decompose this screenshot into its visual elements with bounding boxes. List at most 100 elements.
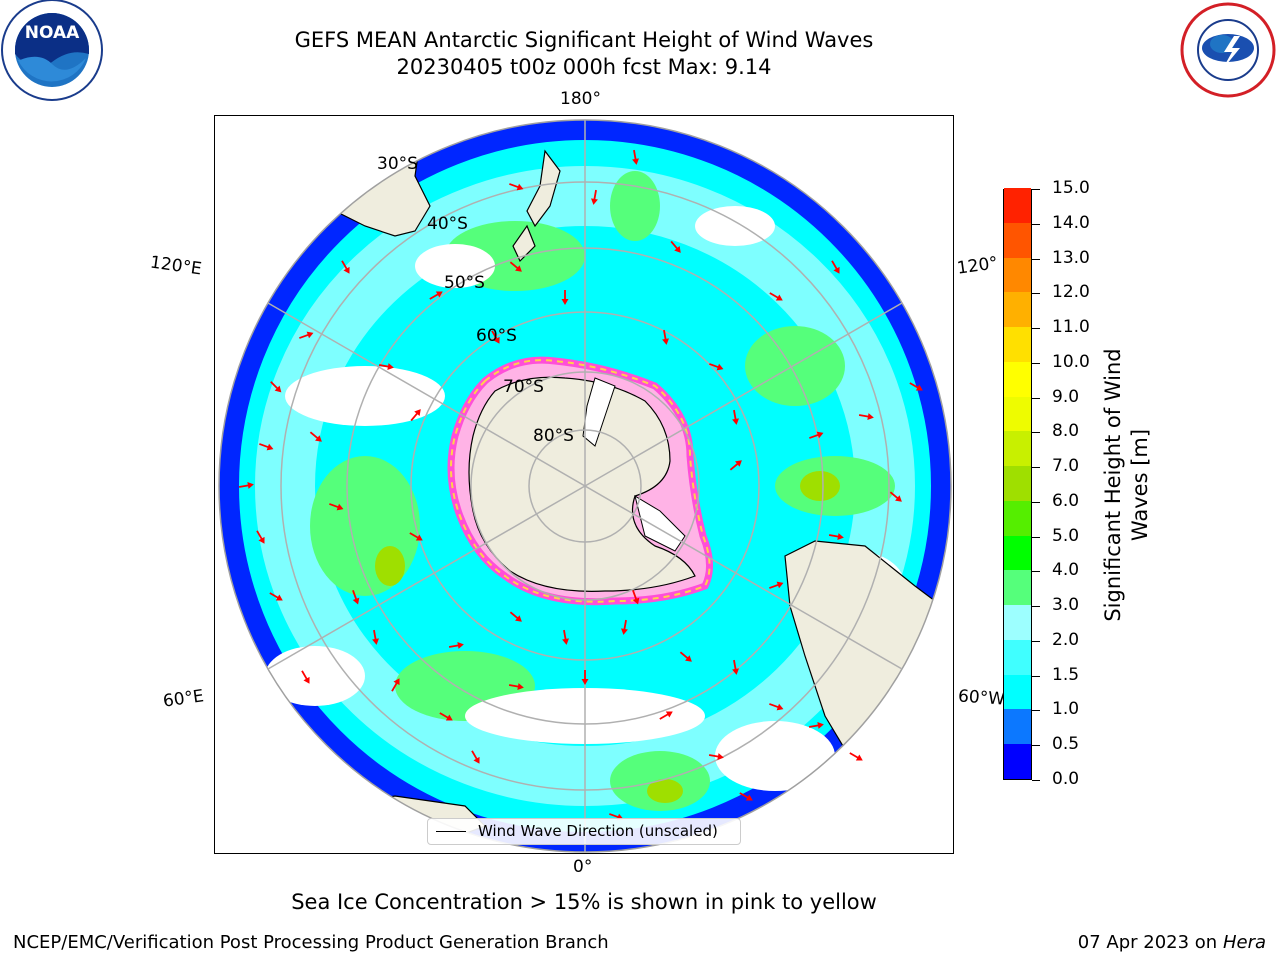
- wind-wave-arrow: [238, 482, 254, 489]
- wind-wave-arrow: [391, 678, 400, 692]
- colorbar-tick-label: 11.0: [1052, 317, 1090, 338]
- colorbar-segment: [1004, 396, 1031, 432]
- lat-label-40s: 40°S: [427, 214, 468, 234]
- colorbar-segment: [1004, 291, 1031, 328]
- colorbar-tick-label: 5.0: [1052, 525, 1080, 546]
- colorbar-title: Significant Height of Wind Waves [m]: [1101, 348, 1152, 622]
- colorbar-tick-label: 9.0: [1052, 386, 1080, 407]
- colorbar-tick: [1032, 606, 1040, 608]
- colorbar-tick: [1032, 467, 1040, 469]
- colorbar-tick: [1032, 745, 1040, 747]
- colorbar-tick: [1032, 675, 1040, 677]
- wind-wave-arrow: [809, 431, 824, 439]
- chart-title: GEFS MEAN Antarctic Significant Height o…: [294, 28, 874, 52]
- wind-wave-arrow: [849, 752, 863, 761]
- wind-wave-arrow: [448, 642, 464, 649]
- footer-machine: Hera: [1222, 932, 1266, 953]
- colorbar-tick: [1032, 780, 1040, 781]
- wind-wave-arrow: [341, 260, 350, 274]
- colorbar-tick-label: 2.0: [1052, 629, 1080, 650]
- colorbar-tick-label: 7.0: [1052, 456, 1080, 477]
- colorbar-tick: [1032, 432, 1040, 434]
- wind-wave-arrow: [259, 443, 274, 451]
- noaa-emblem-icon: NOAA: [1, 0, 103, 101]
- lon-label-top: 180°: [560, 89, 601, 109]
- wind-wave-arrow: [808, 722, 824, 729]
- lon-label-left-upper: 120°E: [148, 252, 203, 280]
- caption: Sea Ice Concentration > 15% is shown in …: [291, 890, 877, 914]
- colorbar-tick-label: 0.5: [1052, 734, 1080, 755]
- lon-label-left-lower: 60°E: [161, 686, 206, 712]
- colorbar-segment: [1004, 674, 1031, 710]
- footer-date-text: 07 Apr 2023 on: [1077, 932, 1223, 953]
- colorbar-tick: [1032, 571, 1040, 573]
- footer-credit: NCEP/EMC/Verification Post Processing Pr…: [13, 932, 609, 953]
- nws-logo: [1176, 0, 1280, 100]
- colorbar-tick-label: 4.0: [1052, 560, 1080, 581]
- wind-wave-arrow: [858, 413, 874, 420]
- wind-wave-arrow: [909, 382, 923, 391]
- wind-wave-arrow: [429, 291, 443, 300]
- wind-wave-arrow: [352, 590, 360, 605]
- wind-wave-arrow: [670, 240, 681, 253]
- colorbar-tick: [1032, 362, 1040, 364]
- wind-wave-arrow: [739, 792, 753, 801]
- colorbar-tick: [1032, 328, 1040, 330]
- colorbar-tick-label: 15.0: [1052, 178, 1090, 198]
- colorbar-segment: [1004, 187, 1031, 223]
- wind-wave-arrow: [270, 381, 282, 393]
- chart-subtitle: 20230405 t00z 000h fcst Max: 9.14: [396, 55, 772, 79]
- wind-wave-arrow: [509, 261, 522, 272]
- colorbar: [1003, 187, 1032, 780]
- colorbar-segment: [1004, 569, 1031, 606]
- colorbar-segment: [1004, 639, 1031, 675]
- wind-wave-arrow: [508, 683, 524, 690]
- wind-wave-arrow: [659, 711, 673, 720]
- footer-date: 07 Apr 2023 on Hera: [1078, 932, 1266, 953]
- colorbar-tick: [1032, 536, 1040, 538]
- colorbar-segment: [1004, 604, 1031, 640]
- colorbar-segment: [1004, 257, 1031, 293]
- colorbar-tick-label: 1.0: [1052, 699, 1080, 720]
- wind-wave-arrow: [732, 659, 739, 675]
- wind-wave-arrow: [591, 189, 598, 205]
- wind-wave-arrow: [708, 753, 724, 760]
- lat-label-60s: 60°S: [476, 326, 517, 346]
- colorbar-tick: [1032, 189, 1040, 190]
- legend-label: Wind Wave Direction (unscaled): [478, 822, 718, 840]
- colorbar-tick-label: 12.0: [1052, 282, 1090, 303]
- wind-wave-arrow: [828, 533, 844, 540]
- colorbar-segment: [1004, 361, 1031, 397]
- svg-text:NOAA: NOAA: [25, 23, 80, 43]
- colorbar-segment: [1004, 743, 1031, 779]
- wind-wave-arrows: [238, 149, 923, 821]
- wind-wave-arrow: [889, 491, 902, 502]
- colorbar-segment: [1004, 430, 1031, 467]
- wind-wave-arrow: [372, 629, 379, 645]
- wind-wave-arrow: [662, 329, 669, 345]
- colorbar-segment: [1004, 465, 1031, 501]
- wind-wave-arrow: [561, 290, 569, 305]
- wind-wave-arrow: [831, 260, 840, 274]
- colorbar-tick-label: 13.0: [1052, 247, 1090, 268]
- wind-wave-arrow: [439, 712, 453, 721]
- graticule: [218, 119, 952, 853]
- wind-wave-arrow: [329, 503, 344, 511]
- noaa-logo: NOAA: [0, 0, 104, 104]
- lon-label-right-upper: 120°: [955, 253, 1000, 279]
- lat-label-30s: 30°S: [377, 154, 418, 174]
- wind-wave-arrow: [621, 619, 628, 635]
- lon-label-right-lower: 60°W: [957, 686, 1006, 710]
- wind-wave-arrow: [269, 592, 283, 601]
- wind-wave-arrow: [301, 670, 310, 684]
- colorbar-tick: [1032, 397, 1040, 399]
- lat-label-70s: 70°S: [503, 377, 544, 397]
- wind-wave-arrow: [732, 409, 739, 425]
- colorbar-tick-label: 3.0: [1052, 595, 1080, 616]
- wind-wave-arrow: [378, 363, 394, 370]
- wind-wave-arrow: [409, 532, 423, 541]
- colorbar-tick: [1032, 640, 1040, 642]
- colorbar-tick: [1032, 501, 1040, 503]
- colorbar-segment: [1004, 500, 1031, 536]
- polar-map: 30°S 40°S 50°S 60°S 70°S 80°S: [214, 115, 954, 854]
